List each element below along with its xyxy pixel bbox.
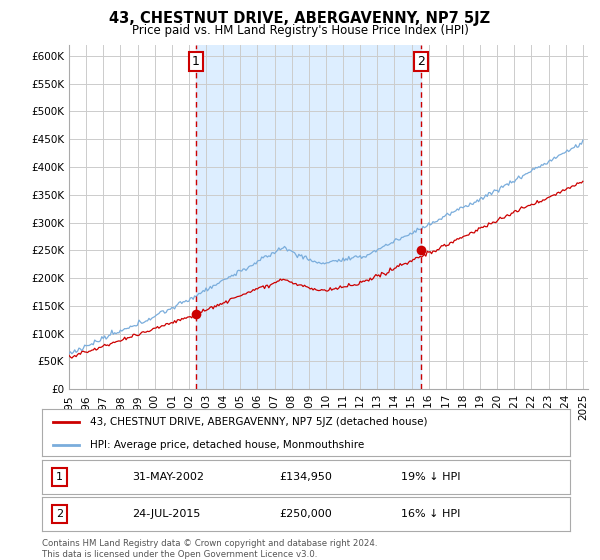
Text: 24-JUL-2015: 24-JUL-2015 bbox=[132, 509, 200, 519]
Text: 31-MAY-2002: 31-MAY-2002 bbox=[132, 472, 204, 482]
Text: 2: 2 bbox=[56, 509, 63, 519]
Text: Price paid vs. HM Land Registry's House Price Index (HPI): Price paid vs. HM Land Registry's House … bbox=[131, 24, 469, 36]
Text: 19% ↓ HPI: 19% ↓ HPI bbox=[401, 472, 461, 482]
Text: HPI: Average price, detached house, Monmouthshire: HPI: Average price, detached house, Monm… bbox=[89, 440, 364, 450]
Text: 16% ↓ HPI: 16% ↓ HPI bbox=[401, 509, 460, 519]
Text: 2: 2 bbox=[417, 55, 425, 68]
Text: 43, CHESTNUT DRIVE, ABERGAVENNY, NP7 5JZ: 43, CHESTNUT DRIVE, ABERGAVENNY, NP7 5JZ bbox=[109, 11, 491, 26]
Text: 1: 1 bbox=[192, 55, 200, 68]
Text: 43, CHESTNUT DRIVE, ABERGAVENNY, NP7 5JZ (detached house): 43, CHESTNUT DRIVE, ABERGAVENNY, NP7 5JZ… bbox=[89, 417, 427, 427]
Text: £134,950: £134,950 bbox=[280, 472, 332, 482]
Text: 1: 1 bbox=[56, 472, 63, 482]
Text: Contains HM Land Registry data © Crown copyright and database right 2024.
This d: Contains HM Land Registry data © Crown c… bbox=[42, 539, 377, 559]
Text: £250,000: £250,000 bbox=[280, 509, 332, 519]
Bar bbox=[196, 45, 421, 389]
